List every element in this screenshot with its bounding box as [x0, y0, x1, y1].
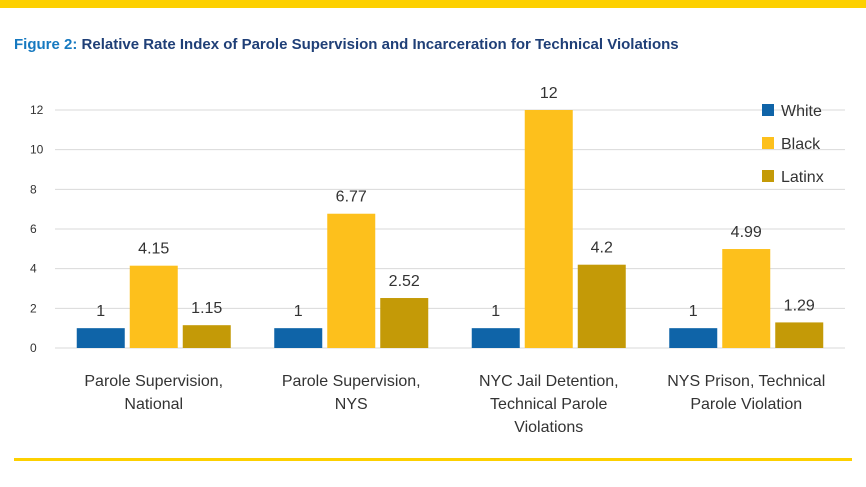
- y-axis-ticks: 0 2 4 6 8 10 12: [30, 103, 44, 355]
- category-label-line: Parole Supervision,: [84, 373, 223, 390]
- top-accent-rule: [0, 0, 866, 8]
- category-label-line: Parole Violation: [690, 396, 802, 413]
- legend-label-latinx: Latinx: [781, 169, 824, 186]
- category-label-line: NYC Jail Detention,: [479, 373, 619, 390]
- category-label-1: Parole Supervision, NYS: [282, 373, 421, 413]
- category-label-0: Parole Supervision, National: [84, 373, 223, 413]
- data-label-black-3: 4.99: [731, 224, 762, 241]
- y-tick-label: 10: [30, 143, 44, 157]
- data-labels: 1 4.15 1.15 1 6.77 2.52 1 12 4.2 1 4.99 1.29: [96, 85, 815, 320]
- category-label-line: Parole Supervision,: [282, 373, 421, 390]
- data-label-latinx-0: 1.15: [191, 300, 222, 317]
- category-label-line: National: [124, 396, 183, 413]
- bar-latinx-0: [182, 325, 231, 348]
- category-label-line: Violations: [514, 419, 583, 436]
- y-tick-label: 12: [30, 103, 44, 117]
- y-tick-label: 4: [30, 262, 37, 276]
- legend-swatch-black: [762, 137, 774, 149]
- data-label-white-2: 1: [491, 303, 500, 320]
- bar-white-0: [76, 328, 125, 348]
- bar-black-2: [524, 110, 573, 348]
- figure-title-prefix: Figure 2:: [14, 36, 78, 53]
- figure-title-main: Relative Rate Index of Parole Supervisio…: [81, 36, 679, 53]
- data-label-latinx-2: 4.2: [591, 240, 613, 257]
- data-label-black-1: 6.77: [336, 189, 367, 206]
- category-label-line: NYS: [335, 396, 368, 413]
- bar-black-3: [722, 249, 771, 348]
- figure-title: Figure 2: Relative Rate Index of Parole …: [14, 36, 854, 53]
- category-label-line: Technical Parole: [490, 396, 608, 413]
- bar-white-3: [669, 328, 718, 348]
- data-label-black-2: 12: [540, 85, 558, 102]
- bars: [76, 110, 824, 348]
- data-label-latinx-1: 2.52: [389, 273, 420, 290]
- bar-latinx-2: [577, 264, 626, 348]
- data-label-white-0: 1: [96, 303, 105, 320]
- data-label-latinx-3: 1.29: [784, 297, 815, 314]
- data-label-white-1: 1: [294, 303, 303, 320]
- category-label-3: NYS Prison, Technical Parole Violation: [667, 373, 825, 413]
- bar-black-0: [129, 265, 178, 348]
- y-tick-label: 6: [30, 222, 37, 236]
- data-label-white-3: 1: [689, 303, 698, 320]
- legend: White Black Latinx: [762, 103, 824, 186]
- bar-latinx-1: [380, 298, 429, 348]
- legend-swatch-latinx: [762, 170, 774, 182]
- bar-white-1: [274, 328, 323, 348]
- data-label-black-0: 4.15: [138, 241, 169, 258]
- y-tick-label: 2: [30, 301, 37, 315]
- category-label-2: NYC Jail Detention, Technical Parole Viola…: [479, 373, 619, 436]
- legend-swatch-white: [762, 104, 774, 116]
- bar-black-1: [327, 213, 376, 348]
- bar-latinx-3: [775, 322, 824, 348]
- category-label-line: NYS Prison, Technical: [667, 373, 825, 390]
- bar-white-2: [471, 328, 520, 348]
- y-tick-label: 0: [30, 341, 37, 355]
- legend-label-white: White: [781, 103, 822, 120]
- y-tick-label: 8: [30, 182, 37, 196]
- bottom-accent-rule: [14, 458, 852, 461]
- legend-label-black: Black: [781, 136, 821, 153]
